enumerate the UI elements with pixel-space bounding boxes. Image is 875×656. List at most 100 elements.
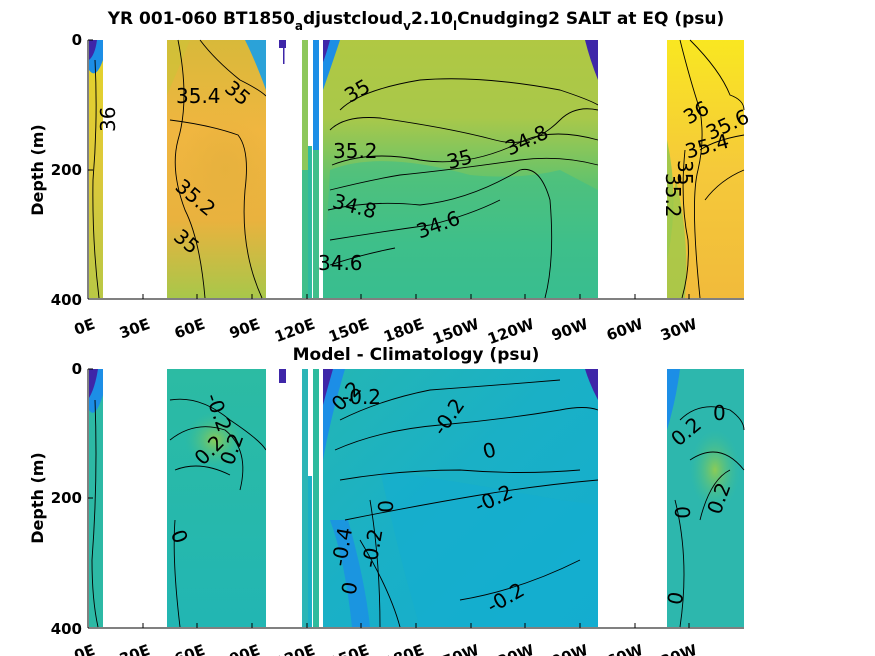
bottom-pacific-west-dark: [323, 369, 333, 405]
xtick-label: 90E: [227, 641, 262, 656]
xtick-label: 30W: [658, 641, 700, 656]
top-title: YR 001-060 BT1850adjustcloudv2.10lCnudgi…: [107, 9, 725, 33]
contour-label: 35.2: [333, 139, 378, 163]
contour-label: 35.4: [176, 84, 221, 108]
bottom-strip-a: [302, 369, 308, 627]
bottom-ytick-400: 400: [51, 620, 82, 638]
xtick-label: 60E: [172, 641, 207, 656]
top-xticks: [87, 294, 690, 299]
bottom-land-america: [598, 369, 667, 627]
top-pacific-fresh-tongue: [323, 161, 598, 298]
top-pacific-west-dark: [323, 40, 330, 62]
xtick-label: 60E: [172, 315, 207, 343]
bottom-xtick-labels: 0E 30E 60E 90E 120E 150E 180E 150W 120W …: [72, 641, 700, 656]
top-pacific-west-blue: [323, 40, 340, 90]
top-strip-a-upper: [302, 40, 308, 170]
top-ytick-200: 200: [51, 161, 82, 179]
top-strip-b: [308, 146, 312, 298]
contour-label: 34.6: [318, 251, 363, 275]
xtick-label: 0E: [72, 315, 98, 339]
bottom-land-sumatra: [266, 369, 279, 627]
bottom-region-indian: [167, 369, 266, 627]
xtick-label: 30E: [117, 315, 152, 343]
bottom-dark-edge-0e: [89, 369, 98, 398]
bottom-strip-b: [308, 476, 312, 627]
xtick-label: 150E: [326, 641, 371, 656]
xtick-label: 90W: [549, 315, 591, 345]
top-axes: [87, 39, 744, 300]
top-contours: [92, 39, 745, 299]
bottom-pacific-west-blue: [323, 369, 345, 460]
xtick-label: 150E: [326, 315, 371, 346]
xtick-label: 90E: [227, 315, 262, 343]
top-ytick-400: 400: [51, 291, 82, 309]
top-region-0e: [89, 40, 103, 298]
bottom-atl-blue: [667, 369, 680, 430]
contour-label: 0: [670, 506, 694, 519]
xtick-label: 120E: [272, 315, 317, 346]
contour-label: 0: [662, 590, 688, 607]
xtick-label: 30E: [117, 641, 152, 656]
xtick-label: 120W: [485, 315, 537, 348]
xtick-label: 90W: [549, 641, 591, 656]
xtick-label: 30W: [658, 315, 700, 345]
bottom-ytick-200: 200: [51, 489, 82, 507]
bottom-region-0e: [89, 369, 103, 627]
bottom-land-borneo: [286, 369, 302, 627]
xtick-label: 0E: [72, 641, 98, 656]
top-warm-core: [180, 110, 270, 230]
top-ylabel: Depth (m): [28, 124, 47, 216]
bottom-land-sulawesi: [319, 369, 323, 627]
contour-label: 35.2: [661, 173, 685, 218]
top-indian-surface: [167, 40, 190, 95]
contour-label: 36: [96, 107, 120, 132]
xtick-label: 60W: [604, 641, 646, 656]
xtick-label: 120E: [272, 641, 317, 656]
contour-label: 35: [673, 160, 697, 185]
xtick-label: 60W: [604, 315, 646, 345]
xtick-label: 180E: [381, 641, 426, 656]
bottom-pacific-deep-blue: [330, 520, 370, 627]
bottom-panel: Model - Climatology (psu): [28, 345, 745, 656]
contour-label: 0: [373, 500, 397, 513]
top-land-africa: [103, 40, 167, 298]
top-panel: YR 001-060 BT1850adjustcloudv2.10lCnudgi…: [28, 9, 753, 348]
bottom-pacific-fresh: [380, 470, 598, 627]
xtick-label: 150W: [430, 641, 482, 656]
bottom-pacific-east-dark: [585, 369, 598, 400]
bottom-indian-blob: [185, 412, 245, 468]
xtick-label: 180E: [381, 315, 426, 346]
xtick-label: 150W: [430, 315, 482, 348]
bottom-axes: [87, 368, 744, 629]
top-maritime-speck: [279, 40, 286, 48]
top-pacific-east-dark: [585, 40, 598, 80]
bottom-strip-c: [313, 369, 319, 627]
top-land-america: [598, 40, 667, 298]
bottom-land-africa: [103, 369, 167, 627]
top-dark-edge-0e: [89, 40, 97, 60]
xtick-label: 120W: [485, 641, 537, 656]
top-strip-c-upper: [313, 40, 319, 150]
top-xtick-labels: 0E 30E 60E 90E 120E 150E 180E 150W 120W …: [72, 315, 700, 348]
top-land-borneo: [286, 40, 302, 298]
top-maritime-line: [283, 48, 285, 64]
top-land-sumatra: [266, 40, 279, 298]
contour-label: 0: [480, 437, 499, 463]
bottom-xticks: [87, 623, 690, 628]
top-atl-deep-green: [667, 180, 687, 298]
contour-label: 0: [336, 580, 362, 597]
bottom-atl-blob: [690, 430, 740, 510]
bottom-title: Model - Climatology (psu): [293, 345, 540, 365]
bottom-maritime-speck: [279, 369, 286, 383]
top-strip-c: [313, 40, 319, 298]
bottom-contours: [91, 379, 745, 628]
top-plot-area: 35.4 35 36 35.2 35 35 35.2 35 34.8 34.8 …: [89, 39, 753, 299]
top-indian-east-blue: [245, 40, 266, 90]
contour-label: 0: [713, 401, 726, 425]
contour-label: -0.2: [342, 385, 381, 409]
bottom-ytick-0: 0: [72, 360, 82, 378]
top-ytick-0: 0: [72, 31, 82, 49]
bottom-ylabel: Depth (m): [28, 452, 47, 544]
bottom-plot-area: -0.2 0.2 0.2 0 0.2 -0.2 -0.2 0 0.2 0 0 -…: [89, 369, 745, 628]
